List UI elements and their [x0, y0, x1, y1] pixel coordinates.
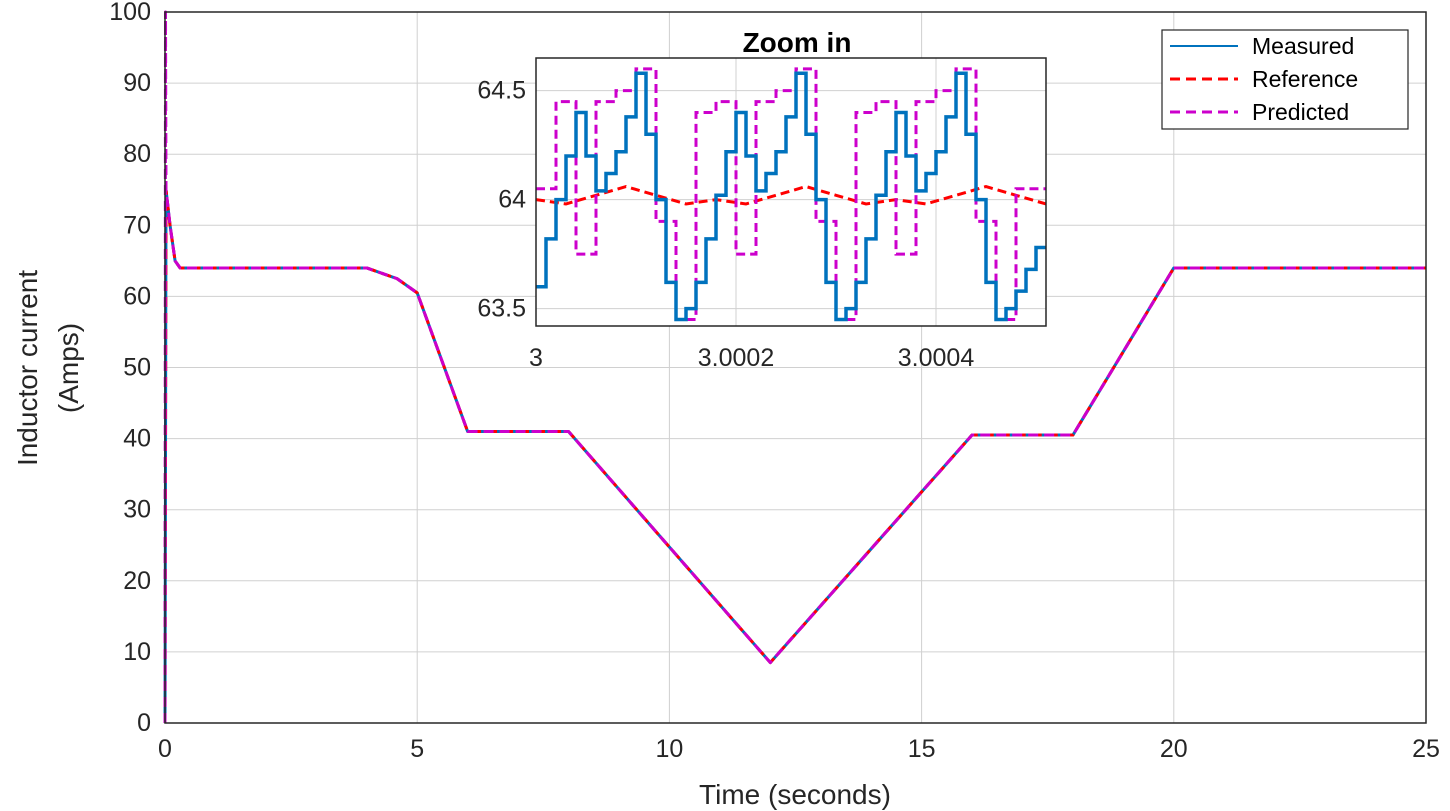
- main-x-tick-label: 0: [158, 735, 172, 763]
- main-x-tick-label: 5: [410, 735, 424, 763]
- inset-series-measured: [536, 71, 1046, 322]
- inset-series-reference: [535, 184, 1047, 206]
- main-series-layer: [163, 10, 1426, 724]
- inset-x-tick-label: 3: [529, 344, 543, 372]
- legend-label-measured: Measured: [1252, 33, 1354, 59]
- main-plot-border: [164, 11, 1427, 724]
- x-axis-title: Time (seconds): [699, 779, 891, 810]
- inset-title: Zoom in: [743, 27, 852, 58]
- inset-x-tick-label: 3.0002: [698, 344, 774, 372]
- legend: Measured Reference Predicted: [1161, 29, 1409, 130]
- legend-label-reference: Reference: [1252, 66, 1358, 92]
- inset-y-tick-label: 63.5: [477, 295, 526, 323]
- main-y-tick-label: 40: [123, 425, 151, 453]
- main-y-tick-label: 70: [123, 211, 151, 239]
- inset-plot-border: [535, 57, 1047, 327]
- main-x-tick-label: 25: [1412, 735, 1440, 763]
- inset-x-tick-label: 3.0004: [898, 344, 975, 372]
- main-x-tick-label: 15: [908, 735, 936, 763]
- main-x-tick-label: 10: [655, 735, 683, 763]
- inset-series-layer: [535, 67, 1047, 322]
- main-y-tick-label: 0: [137, 709, 151, 737]
- main-series-predicted: [163, 10, 1426, 724]
- main-y-tick-label: 10: [123, 638, 151, 666]
- main-y-tick-label: 20: [123, 567, 151, 595]
- inset-plot-area: [536, 58, 1046, 326]
- main-y-tick-label: 80: [123, 140, 151, 168]
- main-tick-labels: 0 5 10 15 20 25 0 10 20 30 40 50 60 70 80 90 100: [109, 0, 1440, 763]
- main-x-tick-label: 20: [1160, 735, 1188, 763]
- inset-y-tick-label: 64.5: [477, 77, 526, 105]
- legend-label-predicted: Predicted: [1252, 99, 1349, 125]
- inset-tick-labels: 3 3.0002 3.0004 63.5 64 64.5: [477, 77, 974, 372]
- main-y-tick-label: 100: [109, 0, 151, 26]
- y-axis-title-line-2: (Amps): [53, 323, 84, 413]
- main-y-tick-label: 60: [123, 282, 151, 310]
- inset-y-tick-label: 64: [498, 186, 526, 214]
- main-y-tick-label: 30: [123, 496, 151, 524]
- main-y-tick-label: 90: [123, 69, 151, 97]
- main-y-tick-label: 50: [123, 354, 151, 382]
- y-axis-title-line-1: Inductor current: [12, 270, 43, 466]
